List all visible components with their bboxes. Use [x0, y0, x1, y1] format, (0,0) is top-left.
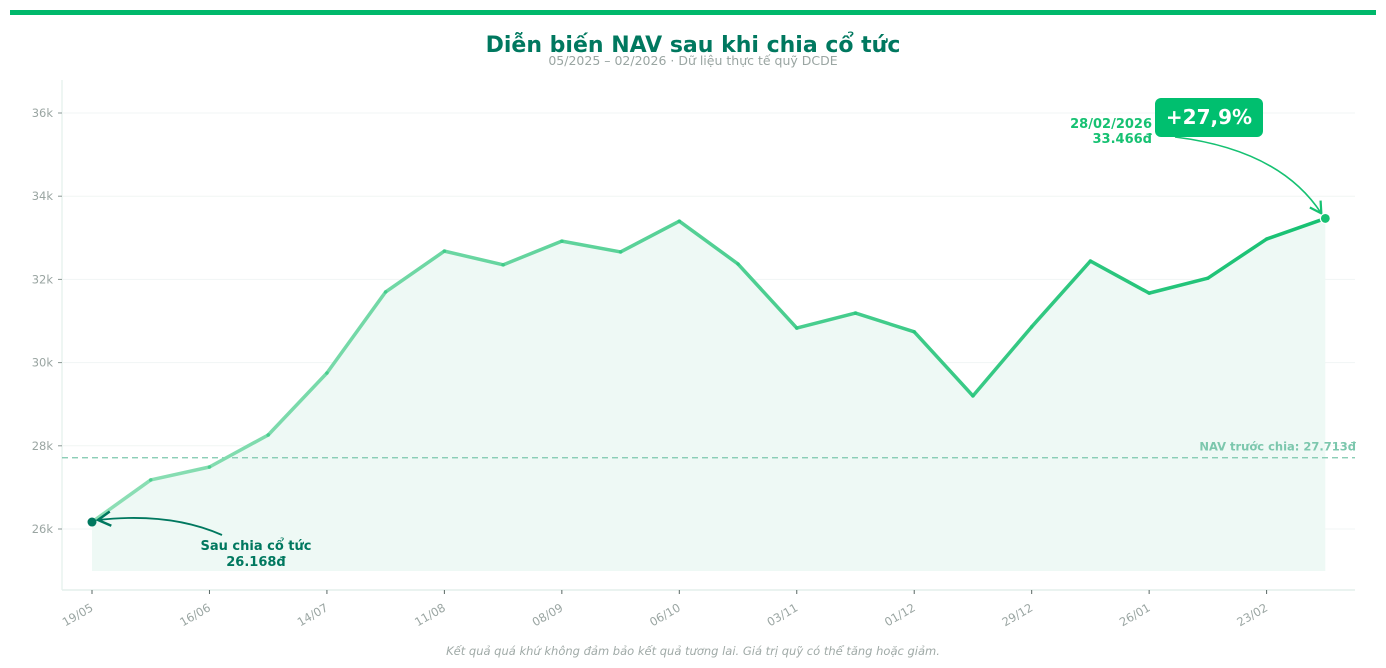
y-tick-label: 30k [32, 356, 54, 370]
y-tick-label: 34k [32, 189, 54, 203]
y-tick-label: 26k [32, 522, 54, 536]
y-tick-label: 28k [32, 439, 54, 453]
start-annotation-arrow [95, 510, 223, 536]
x-tick-label: 01/12 [882, 600, 918, 629]
chart-subtitle: 05/2025 – 02/2026 · Dữ liệu thực tế quỹ … [548, 53, 838, 68]
area-fill [92, 218, 1326, 571]
data-point [1206, 276, 1210, 280]
x-tick-label: 06/10 [647, 600, 683, 629]
data-point [1264, 237, 1269, 241]
data-point [501, 263, 505, 267]
end-annotation-arrow [1174, 136, 1323, 216]
end-annotation-date: 28/02/2026 [1070, 117, 1152, 132]
x-tick-label: 08/09 [530, 600, 566, 629]
data-point [325, 371, 329, 375]
start-annotation-label: Sau chia cổ tức [201, 538, 312, 554]
nav-line [90, 216, 1328, 524]
growth-badge [1155, 98, 1263, 137]
end-annotation-value: 33.466đ [1093, 132, 1153, 147]
data-point [912, 330, 917, 334]
data-point [971, 394, 975, 398]
end-point-marker [1319, 212, 1331, 225]
x-tick-label: 19/05 [60, 600, 96, 629]
start-annotation-value: 26.168đ [226, 555, 286, 570]
chart-title: Diễn biến NAV sau khi chia cổ tức [485, 33, 901, 58]
reference-label: NAV trước chia: 27.713đ [1199, 440, 1356, 454]
data-point [677, 219, 682, 223]
x-tick-label: 14/07 [295, 600, 331, 629]
data-point [383, 290, 388, 294]
x-tick-label: 03/11 [765, 600, 801, 629]
disclaimer-footer: Kết quả quá khứ không đảm bảo kết quả tư… [446, 644, 940, 658]
x-tick-label: 29/12 [999, 600, 1035, 629]
x-tick-label: 11/08 [412, 600, 448, 629]
data-point [1088, 259, 1093, 263]
data-point [1029, 325, 1034, 329]
x-tick-label: 23/02 [1234, 600, 1270, 629]
data-point [560, 239, 564, 243]
data-point [736, 262, 740, 266]
data-point [148, 478, 153, 482]
y-tick-label: 36k [32, 106, 54, 120]
growth-badge-text: +27,9% [1166, 105, 1252, 129]
data-point [442, 249, 447, 253]
y-tick-label: 32k [32, 272, 54, 286]
x-tick-label: 16/06 [177, 600, 213, 629]
data-point [794, 326, 799, 330]
x-tick-label: 26/01 [1117, 600, 1153, 629]
data-point [618, 250, 623, 254]
data-point [1147, 291, 1151, 295]
start-point-marker [87, 517, 97, 527]
data-point [207, 465, 212, 469]
top-accent-bar [10, 10, 1376, 15]
data-point [266, 433, 270, 437]
data-point [853, 311, 858, 315]
